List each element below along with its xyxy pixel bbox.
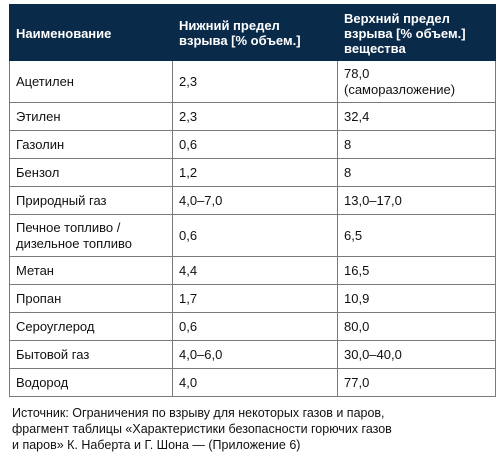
cell-lower: 1,7 bbox=[172, 284, 338, 313]
cell-name: Ацетилен bbox=[9, 60, 173, 103]
cell-name: Этилен bbox=[9, 102, 173, 131]
cell-name: Бытовой газ bbox=[9, 340, 173, 369]
cell-lower: 4,0–7,0 bbox=[172, 186, 338, 215]
cell-lower: 2,3 bbox=[172, 102, 338, 131]
cell-lower: 4,0–6,0 bbox=[172, 340, 338, 369]
table-row: Газолин 0,6 8 bbox=[9, 130, 496, 159]
cell-name: Метан bbox=[9, 256, 173, 285]
table-row: Ацетилен 2,3 78,0 (саморазложение) bbox=[9, 60, 496, 103]
table-header-row: Наименование Нижний предел взрыва [% объ… bbox=[9, 4, 496, 61]
header-lower-limit: Нижний предел взрыва [% объем.] bbox=[172, 4, 338, 61]
cell-upper: 8 bbox=[337, 130, 496, 159]
cell-name: Природный газ bbox=[9, 186, 173, 215]
cell-name: Сероуглерод bbox=[9, 312, 173, 341]
cell-lower: 0,6 bbox=[172, 130, 338, 159]
header-upper-limit: Верхний предел взрыва [% объем.] веществ… bbox=[337, 4, 496, 61]
table-row: Метан 4,4 16,5 bbox=[9, 256, 496, 285]
cell-upper: 16,5 bbox=[337, 256, 496, 285]
table-row: Этилен 2,3 32,4 bbox=[9, 102, 496, 131]
cell-lower: 4,4 bbox=[172, 256, 338, 285]
table-row: Сероуглерод 0,6 80,0 bbox=[9, 312, 496, 341]
header-name: Наименование bbox=[9, 4, 173, 61]
document: Наименование Нижний предел взрыва [% объ… bbox=[9, 4, 496, 453]
cell-lower: 1,2 bbox=[172, 158, 338, 187]
cell-upper: 80,0 bbox=[337, 312, 496, 341]
cell-name: Водород bbox=[9, 368, 173, 397]
cell-upper: 13,0–17,0 bbox=[337, 186, 496, 215]
table-row: Водород 4,0 77,0 bbox=[9, 368, 496, 397]
table-row: Бытовой газ 4,0–6,0 30,0–40,0 bbox=[9, 340, 496, 369]
cell-upper: 77,0 bbox=[337, 368, 496, 397]
table-row: Пропан 1,7 10,9 bbox=[9, 284, 496, 313]
cell-upper: 32,4 bbox=[337, 102, 496, 131]
cell-upper: 6,5 bbox=[337, 214, 496, 257]
cell-name: Печное топливо / дизельное топливо bbox=[9, 214, 173, 257]
cell-lower: 0,6 bbox=[172, 312, 338, 341]
cell-name: Пропан bbox=[9, 284, 173, 313]
cell-lower: 2,3 bbox=[172, 60, 338, 103]
cell-lower: 4,0 bbox=[172, 368, 338, 397]
explosion-limits-table: Наименование Нижний предел взрыва [% объ… bbox=[9, 4, 496, 397]
table-row: Природный газ 4,0–7,0 13,0–17,0 bbox=[9, 186, 496, 215]
table-row: Бензол 1,2 8 bbox=[9, 158, 496, 187]
cell-upper: 8 bbox=[337, 158, 496, 187]
cell-name: Газолин bbox=[9, 130, 173, 159]
cell-upper: 30,0–40,0 bbox=[337, 340, 496, 369]
cell-upper: 10,9 bbox=[337, 284, 496, 313]
table-row: Печное топливо / дизельное топливо 0,6 6… bbox=[9, 214, 496, 257]
source-caption: Источник: Ограничения по взрыву для неко… bbox=[12, 406, 392, 452]
cell-lower: 0,6 bbox=[172, 214, 338, 257]
cell-upper: 78,0 (саморазложение) bbox=[337, 60, 496, 103]
cell-name: Бензол bbox=[9, 158, 173, 187]
